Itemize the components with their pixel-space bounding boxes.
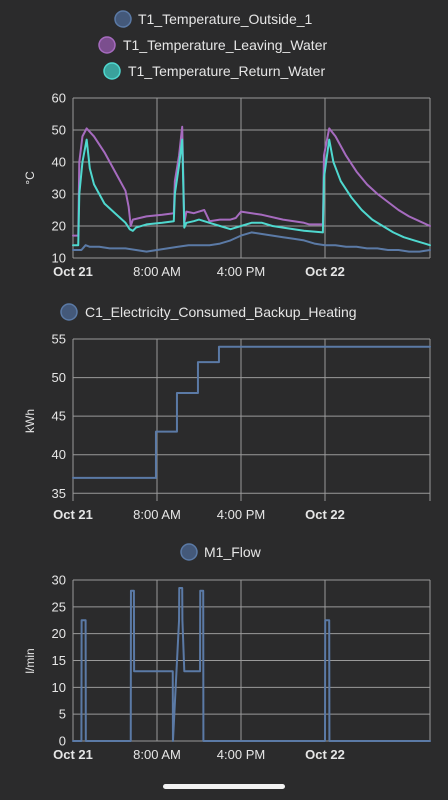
electricity-x-tick-label: 8:00 AM — [133, 507, 181, 522]
legend-item-flow[interactable]: M1_Flow — [180, 543, 262, 561]
temperature-series — [72, 125, 431, 253]
legend-label-leaving: T1_Temperature_Leaving_Water — [123, 37, 327, 53]
temperature-y-tick-label: 10 — [52, 251, 66, 266]
temperature-y-tick-label: 20 — [52, 219, 66, 234]
electricity-y-axis-label: kWh — [23, 409, 37, 433]
legend-label-outside: T1_Temperature_Outside_1 — [138, 11, 313, 27]
electricity-x-tick-label: Oct 21 — [53, 507, 93, 522]
legend-item-leaving[interactable]: T1_Temperature_Leaving_Water — [98, 36, 327, 54]
temperature-x-tick-label: Oct 22 — [305, 264, 345, 279]
temperature-grid — [72, 97, 431, 259]
temperature-x-tick-label: 4:00 PM — [217, 264, 265, 279]
legend-label-return: T1_Temperature_Return_Water — [128, 63, 325, 79]
flow-x-tick-label: Oct 21 — [53, 747, 93, 762]
flow-legend: M1_Flow — [180, 543, 262, 561]
temperature-x-tick-label: Oct 21 — [53, 264, 93, 279]
flow-y-axis-label: l/min — [23, 648, 37, 673]
flow-x-tick-label: 4:00 PM — [217, 747, 265, 762]
legend-swatch-electricity — [60, 303, 78, 321]
legend-swatch-outside — [114, 10, 132, 28]
electricity-grid — [72, 338, 431, 501]
flow-y-tick-label: 10 — [52, 680, 66, 695]
electricity-y-tick-label: 35 — [52, 486, 66, 501]
legend-item-outside[interactable]: T1_Temperature_Outside_1 — [114, 10, 313, 28]
temperature-y-tick-label: 30 — [52, 187, 66, 202]
electricity-x-ticks: Oct 21 8:00 AM 4:00 PM Oct 22 — [53, 507, 345, 522]
flow-series-line-0 — [72, 587, 431, 742]
electricity-y-tick-label: 50 — [52, 370, 66, 385]
temperature-y-tick-label: 50 — [52, 123, 66, 138]
electricity-chart: C1_Electricity_Consumed_Backup_Heating 3… — [23, 303, 431, 522]
electricity-series-line-0 — [72, 345, 431, 479]
temperature-y-ticks: 10 20 30 40 50 60 — [52, 91, 66, 266]
temperature-series-line-0 — [72, 231, 431, 253]
electricity-y-tick-label: 55 — [52, 332, 66, 347]
flow-y-ticks: 0 5 10 15 20 25 30 — [52, 573, 66, 749]
electricity-x-tick-label: Oct 22 — [305, 507, 345, 522]
flow-y-tick-label: 5 — [59, 707, 66, 722]
legend-swatch-return — [103, 62, 121, 80]
flow-chart: M1_Flow 0 5 10 15 20 25 30 Oct 21 8:00 AM 4:00 P… — [23, 543, 431, 762]
flow-y-tick-label: 20 — [52, 626, 66, 641]
electricity-y-tick-label: 40 — [52, 447, 66, 462]
temperature-series-line-1 — [72, 125, 431, 237]
flow-x-tick-label: Oct 22 — [305, 747, 345, 762]
flow-x-tick-label: 8:00 AM — [133, 747, 181, 762]
home-indicator[interactable] — [163, 784, 285, 789]
flow-y-tick-label: 30 — [52, 573, 66, 588]
flow-y-tick-label: 0 — [59, 734, 66, 749]
flow-y-tick-label: 25 — [52, 599, 66, 614]
temperature-x-ticks: Oct 21 8:00 AM 4:00 PM Oct 22 — [53, 264, 345, 279]
legend-item-return[interactable]: T1_Temperature_Return_Water — [103, 62, 325, 80]
flow-y-tick-label: 15 — [52, 653, 66, 668]
temperature-legend: T1_Temperature_Outside_1 T1_Temperature_… — [98, 10, 327, 80]
electricity-x-tick-label: 4:00 PM — [217, 507, 265, 522]
flow-grid — [72, 579, 431, 742]
temperature-series-line-2 — [72, 138, 431, 247]
electricity-legend: C1_Electricity_Consumed_Backup_Heating — [60, 303, 357, 321]
legend-item-electricity[interactable]: C1_Electricity_Consumed_Backup_Heating — [60, 303, 357, 321]
electricity-y-ticks: 35 40 45 50 55 — [52, 332, 66, 501]
temperature-y-tick-label: 60 — [52, 91, 66, 106]
legend-swatch-leaving — [98, 36, 116, 54]
temperature-y-tick-label: 40 — [52, 155, 66, 170]
flow-x-ticks: Oct 21 8:00 AM 4:00 PM Oct 22 — [53, 747, 345, 762]
legend-label-flow: M1_Flow — [204, 544, 262, 560]
temperature-y-axis-label: °C — [23, 171, 37, 185]
electricity-y-tick-label: 45 — [52, 409, 66, 424]
electricity-series — [72, 345, 431, 479]
temperature-chart: T1_Temperature_Outside_1 T1_Temperature_… — [23, 10, 431, 279]
flow-series — [72, 587, 431, 742]
temperature-x-tick-label: 8:00 AM — [133, 264, 181, 279]
legend-label-electricity: C1_Electricity_Consumed_Backup_Heating — [85, 304, 357, 320]
legend-swatch-flow — [180, 543, 198, 561]
